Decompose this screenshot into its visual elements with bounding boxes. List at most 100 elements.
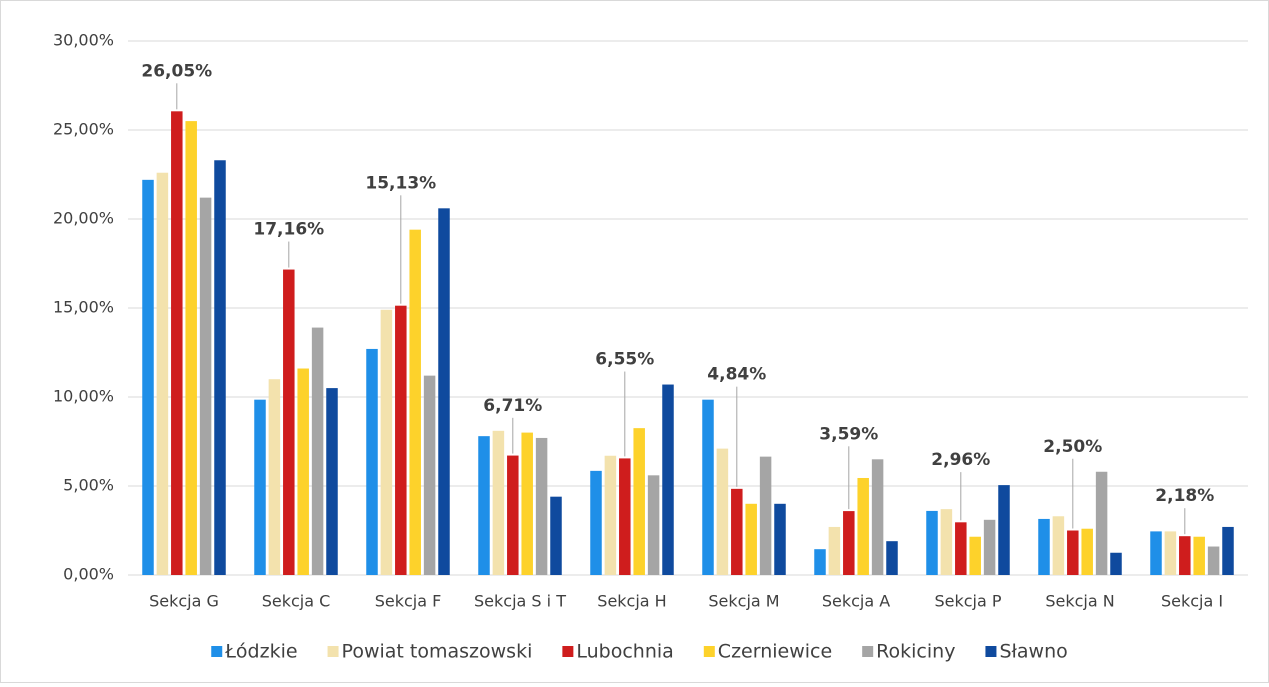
x-tick-label: Sekcja P	[934, 592, 1001, 611]
bar	[254, 399, 266, 575]
bar	[662, 384, 674, 575]
data-label: 6,55%	[595, 350, 654, 370]
bar	[1179, 536, 1191, 575]
bar	[886, 541, 898, 575]
bar	[268, 379, 281, 575]
bar	[478, 436, 490, 575]
bar	[156, 172, 169, 575]
bar	[1110, 552, 1122, 575]
bar	[969, 536, 981, 575]
bar	[998, 485, 1010, 575]
bar	[955, 522, 967, 575]
legend-swatch	[562, 646, 574, 657]
data-label: 2,96%	[931, 450, 990, 470]
legend-swatch	[985, 646, 997, 657]
legend-swatch	[862, 646, 874, 657]
data-label: 26,05%	[141, 61, 212, 81]
data-label: 2,18%	[1155, 486, 1214, 506]
bar	[1067, 530, 1079, 575]
bar	[647, 475, 660, 575]
legend-label: Lubochnia	[576, 641, 673, 663]
bar	[1095, 471, 1108, 575]
bar	[871, 459, 884, 575]
bar	[1193, 536, 1205, 575]
bar	[1222, 526, 1234, 575]
data-label: 2,50%	[1043, 437, 1102, 457]
bar	[857, 477, 869, 575]
x-tick-label: Sekcja M	[708, 592, 779, 611]
bar	[409, 229, 421, 575]
data-label: 4,84%	[707, 365, 766, 385]
bar	[199, 197, 212, 575]
bar	[1164, 531, 1177, 575]
bar	[926, 510, 938, 575]
bar	[311, 327, 324, 575]
bar	[1150, 531, 1162, 575]
bar	[185, 121, 197, 575]
bar	[1207, 546, 1220, 575]
bar	[731, 488, 743, 575]
bar	[380, 309, 393, 575]
y-tick-label: 10,00%	[53, 387, 114, 406]
bar	[1038, 518, 1050, 575]
legend-swatch	[327, 646, 339, 657]
bar	[507, 455, 519, 575]
bar	[1052, 516, 1065, 575]
data-label: 3,59%	[819, 424, 878, 444]
x-tick-label: Sekcja H	[597, 592, 666, 611]
y-tick-label: 15,00%	[53, 298, 114, 317]
bar	[983, 519, 996, 575]
legend-swatch	[211, 646, 223, 657]
x-tick-label: Sekcja A	[822, 592, 890, 611]
data-label: 15,13%	[365, 173, 436, 193]
bar	[843, 511, 855, 575]
bar	[619, 458, 631, 575]
data-label: 6,71%	[483, 396, 542, 416]
bar	[297, 368, 309, 575]
bar	[774, 503, 786, 575]
y-tick-label: 25,00%	[53, 120, 114, 139]
bar	[702, 399, 714, 575]
x-tick-label: Sekcja C	[262, 592, 331, 611]
bar	[283, 269, 295, 575]
legend-label: Rokiciny	[876, 641, 955, 663]
x-tick-label: Sekcja I	[1161, 592, 1223, 611]
bar	[214, 160, 226, 575]
bar	[940, 509, 953, 575]
bar	[550, 496, 562, 575]
legend-label: Czerniewice	[718, 641, 832, 663]
bar	[366, 348, 378, 575]
bar	[759, 456, 772, 575]
legend-label: Sławno	[999, 641, 1067, 663]
y-tick-label: 0,00%	[63, 565, 114, 584]
y-tick-label: 5,00%	[63, 476, 114, 495]
bar	[142, 179, 154, 575]
bar	[492, 430, 505, 575]
bar	[590, 470, 602, 575]
bar	[395, 305, 407, 575]
bar	[423, 375, 436, 575]
y-tick-label: 30,00%	[53, 31, 114, 50]
x-tick-label: Sekcja S i T	[474, 592, 566, 611]
bar	[326, 388, 338, 575]
y-tick-label: 20,00%	[53, 209, 114, 228]
bar	[535, 437, 548, 575]
x-tick-label: Sekcja N	[1045, 592, 1114, 611]
legend-swatch	[703, 646, 715, 657]
bar	[604, 455, 617, 575]
bar	[745, 503, 757, 575]
bar	[814, 549, 826, 575]
bar	[828, 526, 841, 575]
bar	[1081, 528, 1093, 575]
bar	[716, 448, 729, 575]
bar	[521, 432, 533, 575]
x-tick-label: Sekcja G	[149, 592, 219, 611]
legend-label: Powiat tomaszowski	[342, 641, 533, 663]
legend-label: Łódzkie	[224, 641, 297, 663]
data-label: 17,16%	[253, 220, 324, 240]
bar	[171, 111, 183, 575]
bar	[633, 428, 645, 575]
x-tick-label: Sekcja F	[375, 592, 442, 611]
bar	[438, 208, 450, 575]
